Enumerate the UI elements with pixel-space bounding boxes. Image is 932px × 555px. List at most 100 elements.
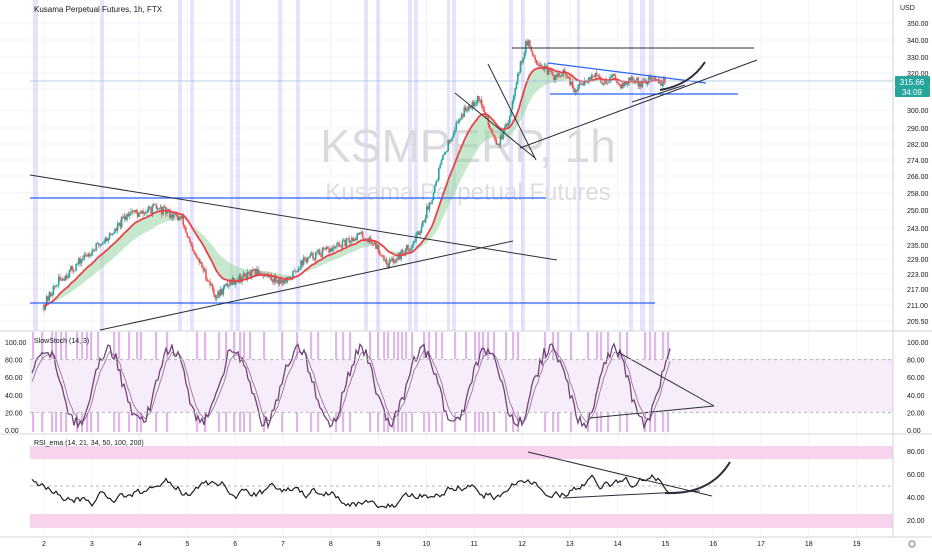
ema-line <box>44 66 666 307</box>
price-tick-label: 223.00 <box>907 272 929 279</box>
candle <box>561 74 563 77</box>
candle <box>496 144 499 145</box>
trend-line <box>99 240 514 331</box>
candle <box>158 208 160 210</box>
candle <box>219 289 222 296</box>
candle <box>408 250 411 252</box>
candle <box>277 280 280 284</box>
candle <box>55 285 57 287</box>
candle <box>151 205 154 214</box>
candle <box>270 275 273 281</box>
stoch-tick-label: 80.00 <box>5 358 23 365</box>
candle <box>541 64 543 67</box>
price-axis[interactable]: 350.00340.00330.00320.00310.00300.00290.… <box>907 21 929 326</box>
candle <box>652 77 654 79</box>
candle <box>504 124 507 128</box>
pane-separators <box>0 0 932 538</box>
candle <box>347 238 349 240</box>
candle <box>617 83 619 85</box>
candle <box>116 224 119 231</box>
candle <box>47 296 49 301</box>
highlight-bar <box>190 0 194 331</box>
candle <box>428 202 431 210</box>
rsi-title: RSI_ema (14, 21, 34, 50, 100, 200) <box>34 440 144 447</box>
candle <box>416 231 419 234</box>
candle <box>273 275 276 283</box>
candle <box>549 68 551 71</box>
candle <box>535 60 538 64</box>
rsi-tick-label: 40.00 <box>907 495 925 502</box>
candle <box>632 77 634 83</box>
time-tick-label: 14 <box>614 541 622 548</box>
time-tick-label: 2 <box>42 541 46 548</box>
candle <box>649 76 652 80</box>
candle <box>405 245 408 250</box>
settings-icon[interactable] <box>908 540 916 548</box>
candle <box>152 204 155 206</box>
candle <box>243 273 246 277</box>
candle <box>531 51 534 56</box>
rsi-upper-zone <box>30 446 893 459</box>
candle <box>142 210 144 214</box>
candle <box>353 238 356 242</box>
candle <box>491 131 494 135</box>
last-price-label: 315.66 <box>900 78 925 87</box>
highlight-bar <box>230 0 233 331</box>
candle <box>660 80 662 86</box>
candle <box>590 75 593 80</box>
price-tick-label: 205.50 <box>907 319 929 326</box>
candle <box>476 96 479 103</box>
candle <box>246 271 249 280</box>
rsi-axis[interactable]: 80.00 60.00 40.00 20.00 <box>907 449 925 525</box>
time-axis[interactable]: 2 3 4 5 6 7 8 9 10 11 12 13 14 15 16 17 18 19 <box>42 541 861 548</box>
candle <box>594 72 597 78</box>
candle <box>155 204 158 209</box>
candle <box>638 83 641 87</box>
candle <box>575 89 578 91</box>
candle <box>297 269 300 272</box>
stoch-title: SlowStoch (14, 3) <box>34 338 89 345</box>
candle <box>589 77 591 80</box>
candle <box>194 252 197 256</box>
candle <box>360 231 363 233</box>
candle <box>550 70 553 73</box>
candle <box>214 294 217 299</box>
candle <box>587 77 590 82</box>
countdown-label: 34:09 <box>902 88 923 97</box>
candle <box>373 242 376 244</box>
candle <box>174 213 176 215</box>
highlight-bar <box>509 0 513 331</box>
stoch-tick-label: 40.00 <box>907 393 925 400</box>
candle <box>388 260 391 268</box>
stoch-axis[interactable]: 100.00 80.00 60.00 40.00 20.00 0.00 100.00 80.0… <box>5 340 929 435</box>
candle <box>52 286 55 296</box>
candle <box>644 79 646 81</box>
time-tick-label: 6 <box>233 541 237 548</box>
candle <box>177 215 179 221</box>
highlight-bar <box>649 0 654 331</box>
time-tick-label: 17 <box>757 541 765 548</box>
candle <box>512 95 515 102</box>
candle <box>57 276 60 286</box>
highlight-bar <box>364 0 368 331</box>
price-tick-label: 340.00 <box>907 38 929 45</box>
candle <box>90 255 92 257</box>
candle <box>77 258 80 264</box>
candle <box>256 268 258 276</box>
candle <box>614 75 617 81</box>
candle <box>630 77 633 81</box>
candle <box>71 266 73 271</box>
candle <box>641 80 644 88</box>
highlight-bar <box>640 0 645 331</box>
candle <box>99 244 102 246</box>
candle <box>189 238 191 243</box>
candle <box>269 275 271 278</box>
time-tick-label: 13 <box>566 541 574 548</box>
candle <box>492 134 495 137</box>
candle <box>653 77 656 79</box>
candle <box>625 82 628 85</box>
candle <box>436 179 439 181</box>
candle <box>148 206 151 208</box>
price-tick-label: 282.00 <box>907 142 929 149</box>
